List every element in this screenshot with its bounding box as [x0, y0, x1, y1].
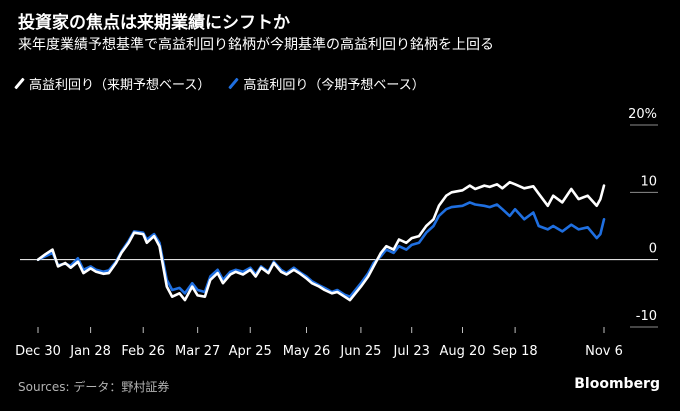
series-line-next-fy: [36, 180, 606, 302]
chart-title: 投資家の焦点は来期業績にシフトか: [18, 13, 290, 33]
chart-subtitle: 来年度業績予想基準で高益利回り銘柄が今期基準の高益利回り銘柄を上回る: [18, 37, 494, 53]
x-tick-label: Dec 30: [15, 344, 61, 359]
x-tick-label: May 26: [283, 344, 331, 359]
x-tick-label: Aug 20: [439, 344, 485, 359]
x-tick-label: Jan 28: [69, 344, 111, 359]
x-tick-label: Jun 25: [339, 344, 381, 359]
legend-label-next-fy: 高益利回り（来期予想ベース）: [29, 78, 211, 93]
x-axis: Dec 30 Jan 28 Feb 26 Mar 27 Apr 25 May 26 Jun …: [15, 327, 623, 359]
y-tick-label: 0: [649, 242, 657, 257]
x-tick-label: Mar 27: [175, 344, 220, 359]
legend-label-current-fy: 高益利回り（今期予想ベース）: [243, 78, 425, 93]
y-tick-label: 10: [640, 174, 657, 189]
x-tick-label: Nov 6: [585, 344, 623, 359]
legend-item-current-fy: 高益利回り（今期予想ベース）: [228, 74, 425, 93]
x-tick-label: Jul 23: [393, 344, 430, 359]
source-note: Sources: データ：野村証券: [18, 380, 170, 394]
legend-item-next-fy: 高益利回り（来期予想ベース）: [14, 74, 211, 93]
y-tick-label: 20%: [628, 107, 657, 122]
y-tick-label: -10: [636, 309, 657, 324]
y-axis: 20% 10 0 -10: [20, 107, 658, 328]
x-tick-label: Feb 26: [121, 344, 165, 359]
bloomberg-logo: Bloomberg: [574, 376, 660, 392]
x-tick-label: Sep 18: [493, 344, 538, 359]
chart-legend: 高益利回り（来期予想ベース） 高益利回り（今期予想ベース）: [14, 74, 447, 93]
series-lines: [36, 180, 606, 302]
x-tick-label: Apr 25: [229, 344, 272, 359]
